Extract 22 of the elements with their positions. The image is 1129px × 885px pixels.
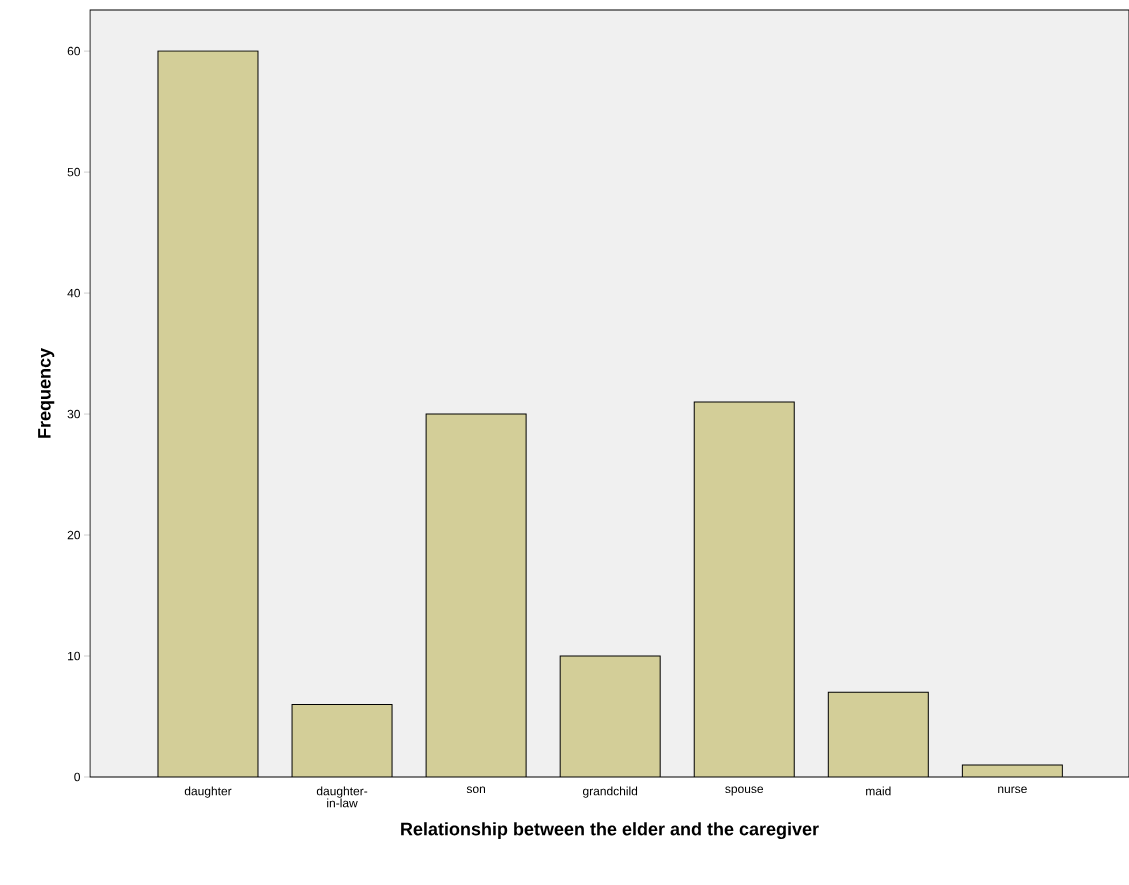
- y-tick-label: 60: [67, 46, 81, 56]
- y-tick-label: 40: [67, 288, 81, 298]
- bar: [693, 401, 795, 777]
- y-tick-label: 30: [67, 409, 81, 419]
- bar: [291, 703, 393, 777]
- x-axis-title: Relationship between the elder and the caregiver: [401, 822, 819, 840]
- y-tick-label: 50: [67, 167, 81, 177]
- bar: [559, 655, 661, 777]
- y-axis-title: Frequency: [38, 348, 55, 438]
- bar: [157, 51, 258, 777]
- x-tick-label: daughter: [184, 786, 232, 798]
- x-tick-label: spouse: [725, 786, 764, 796]
- y-tick-label: 20: [67, 530, 81, 540]
- x-tick-label: grandchild: [582, 786, 638, 798]
- x-tick-label: son: [466, 786, 486, 794]
- bar: [827, 691, 929, 777]
- x-tick-label: nurse: [998, 786, 1027, 794]
- y-tick-label: 0: [74, 772, 81, 782]
- x-tick-label: maid: [866, 786, 891, 796]
- y-tick-label: 10: [68, 651, 81, 661]
- bar: [425, 413, 527, 777]
- x-tick-label: daughter-in-law: [316, 786, 368, 808]
